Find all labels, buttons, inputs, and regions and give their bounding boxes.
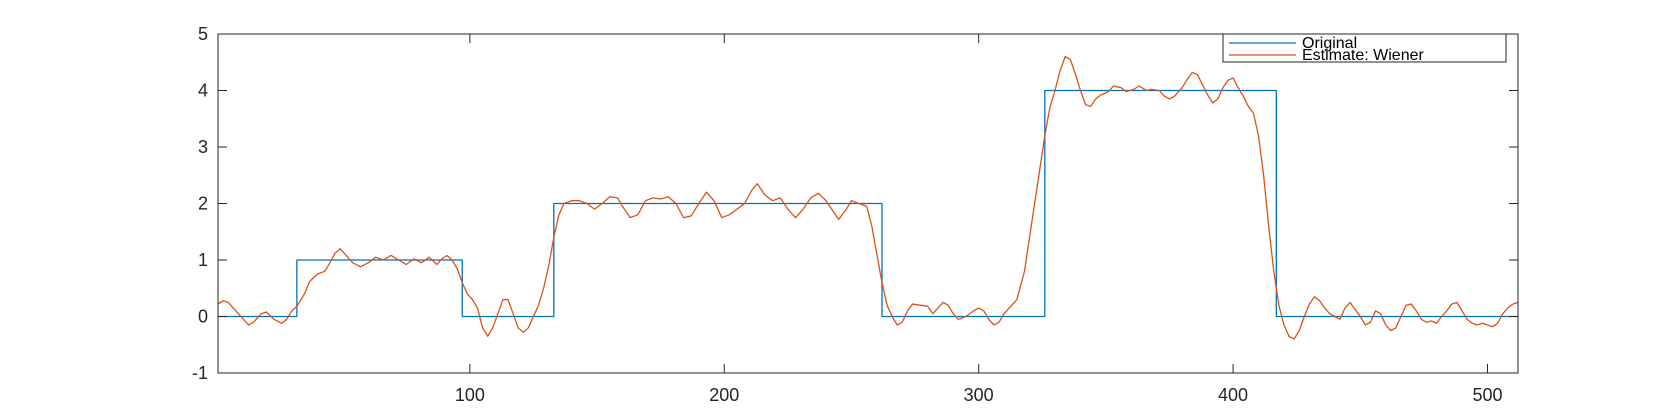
- y-tick-label: -1: [192, 363, 208, 383]
- y-tick-label: 3: [198, 137, 208, 157]
- y-tick-label: 4: [198, 81, 208, 101]
- legend-label: Estimate: Wiener: [1302, 47, 1424, 64]
- series-line-original: [218, 89, 1518, 318]
- series-line-estimate-wiener: [217, 55, 1519, 340]
- legend-label: Original: [1302, 35, 1357, 52]
- x-tick-label: 100: [455, 385, 485, 405]
- y-tick-label: 1: [198, 250, 208, 270]
- y-tick-label: 0: [198, 307, 208, 327]
- plot-area: [217, 55, 1519, 340]
- x-tick-label: 200: [709, 385, 739, 405]
- y-tick-label: 5: [198, 24, 208, 44]
- legend-box: [1222, 33, 1507, 63]
- x-tick-label: 400: [1218, 385, 1248, 405]
- x-tick-label: 300: [964, 385, 994, 405]
- y-tick-label: 2: [198, 194, 208, 214]
- x-tick-label: 500: [1472, 385, 1502, 405]
